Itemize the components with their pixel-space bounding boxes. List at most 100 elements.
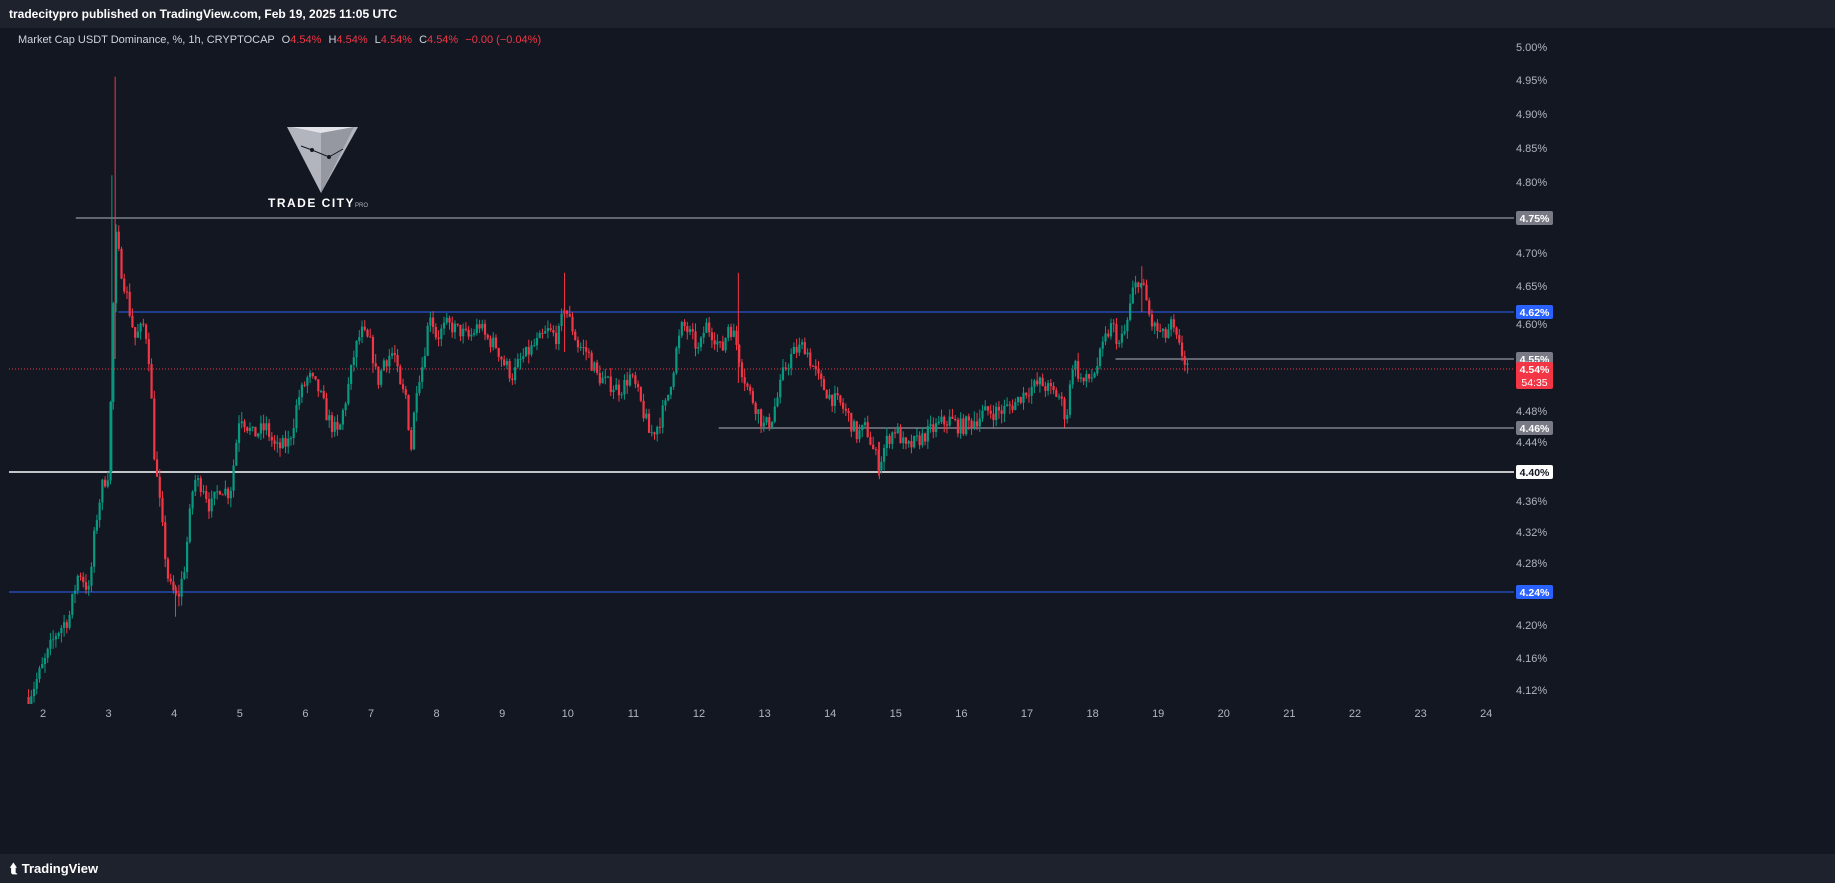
- x-tick-label: 5: [237, 708, 243, 720]
- candle-body: [811, 365, 815, 367]
- trade-city-watermark: TRADE CITY PRO: [268, 127, 368, 210]
- horizontal-levels: 4.75%4.62%4.55%4.46%4.40%4.24%: [9, 211, 1553, 599]
- x-tick-label: 15: [890, 708, 902, 720]
- candle-body: [1049, 383, 1052, 386]
- candle-body: [634, 375, 637, 385]
- candle-body: [218, 491, 222, 495]
- watermark-brand: TRADE CITY: [268, 196, 355, 210]
- candle-body: [765, 417, 768, 423]
- candle-body: [781, 367, 785, 380]
- candle-body: [341, 410, 345, 425]
- candle-body: [628, 374, 632, 386]
- candle-body: [306, 377, 309, 386]
- price-axis[interactable]: 5.00% 4.95% 4.90% 4.85% 4.80% 4.70% 4.65% 4.60%…: [1516, 42, 1547, 697]
- candle-body: [462, 328, 465, 337]
- level-label-bg: [1516, 211, 1553, 225]
- candle-body: [836, 393, 839, 396]
- candle-body: [281, 438, 284, 449]
- candle-body: [1033, 380, 1036, 387]
- candle-body: [675, 348, 678, 373]
- candle-body: [1112, 323, 1115, 325]
- candle-body: [292, 428, 295, 439]
- candle-body: [699, 337, 703, 348]
- y-tick-label: 4.60%: [1516, 319, 1547, 331]
- candle-body: [582, 347, 585, 349]
- candle-body: [227, 488, 230, 499]
- x-tick-label: 22: [1349, 708, 1361, 720]
- candle-body: [216, 491, 219, 493]
- y-tick-label: 4.44%: [1516, 437, 1547, 449]
- logo-shape-right: [321, 127, 354, 193]
- candle-body: [1183, 356, 1186, 365]
- candle-body: [754, 402, 757, 414]
- candle-body: [653, 432, 656, 435]
- candle-body: [1019, 397, 1022, 403]
- candle-body: [694, 331, 697, 349]
- candle-body: [915, 435, 919, 437]
- candle-body: [932, 424, 935, 432]
- candle-body: [1030, 386, 1033, 396]
- candle-body: [604, 376, 607, 378]
- candle-body: [467, 329, 470, 337]
- candle-body: [136, 331, 140, 338]
- candle-body: [872, 444, 875, 450]
- logo-dot-1: [310, 148, 314, 152]
- candle-body: [948, 416, 951, 426]
- candle-body: [393, 353, 396, 355]
- candle-body: [35, 679, 38, 689]
- candle-body: [1159, 330, 1162, 332]
- candle-body: [52, 639, 55, 641]
- candle-body: [1186, 363, 1189, 365]
- candle-body: [708, 322, 711, 333]
- candle-body: [609, 376, 612, 393]
- candle-body: [186, 541, 189, 573]
- candle-body: [792, 346, 796, 355]
- candle-body: [743, 377, 746, 384]
- candle-body: [1082, 377, 1085, 382]
- candle-body: [888, 435, 891, 444]
- candle-body: [847, 410, 850, 413]
- candle-body: [112, 303, 115, 402]
- candle-body: [779, 379, 782, 398]
- candle-body: [84, 582, 88, 590]
- candle-body: [153, 398, 156, 460]
- candle-body: [399, 366, 402, 385]
- candle-body: [697, 347, 700, 349]
- candle-body: [207, 499, 211, 512]
- candle-body: [973, 421, 976, 428]
- candle-body: [661, 405, 664, 428]
- candle-body: [1126, 319, 1129, 332]
- candle-body: [913, 435, 916, 448]
- candle-body: [1120, 333, 1124, 343]
- current-price-label: 4.54%: [1520, 364, 1550, 376]
- candle-body: [773, 406, 776, 422]
- candle-body: [1142, 283, 1145, 285]
- candle-body: [68, 614, 71, 628]
- candle-body: [175, 590, 178, 594]
- x-tick-label: 21: [1283, 708, 1295, 720]
- candle-body: [412, 412, 416, 450]
- candle-body: [445, 317, 448, 323]
- candle-body: [1096, 366, 1099, 374]
- tradingview-logo[interactable]: ⮬ TradingView: [10, 861, 98, 877]
- candle-body: [798, 344, 801, 353]
- x-tick-label: 6: [302, 708, 308, 720]
- candle-body: [46, 648, 49, 658]
- candle-body: [319, 391, 323, 393]
- current-price-line: 4.54%54:35: [9, 362, 1553, 389]
- candle-body: [590, 352, 593, 371]
- chart-area[interactable]: TRADE CITY PRO 4.75% 4.62% 4.55% 4.46% 4.40%…: [9, 28, 1835, 854]
- x-tick-label: 4: [171, 708, 177, 720]
- candle-body: [268, 423, 271, 437]
- candle-body: [489, 338, 492, 348]
- candle-body: [125, 291, 129, 293]
- x-tick-label: 14: [824, 708, 836, 720]
- candle-body: [541, 333, 544, 335]
- time-axis[interactable]: 2 3 4 5 6 7 8 9 10 11 12 13 14 15 16 17 18 19 20 21 22 23 24: [40, 708, 1492, 720]
- candle-body: [177, 593, 181, 597]
- candle-body: [716, 341, 719, 345]
- price-chart[interactable]: TRADE CITY PRO 4.75%4.62%4.55%4.46%4.40%…: [9, 28, 1835, 854]
- candle-body: [997, 406, 1001, 411]
- candle-body: [98, 502, 101, 521]
- y-tick-label: 4.70%: [1516, 248, 1547, 260]
